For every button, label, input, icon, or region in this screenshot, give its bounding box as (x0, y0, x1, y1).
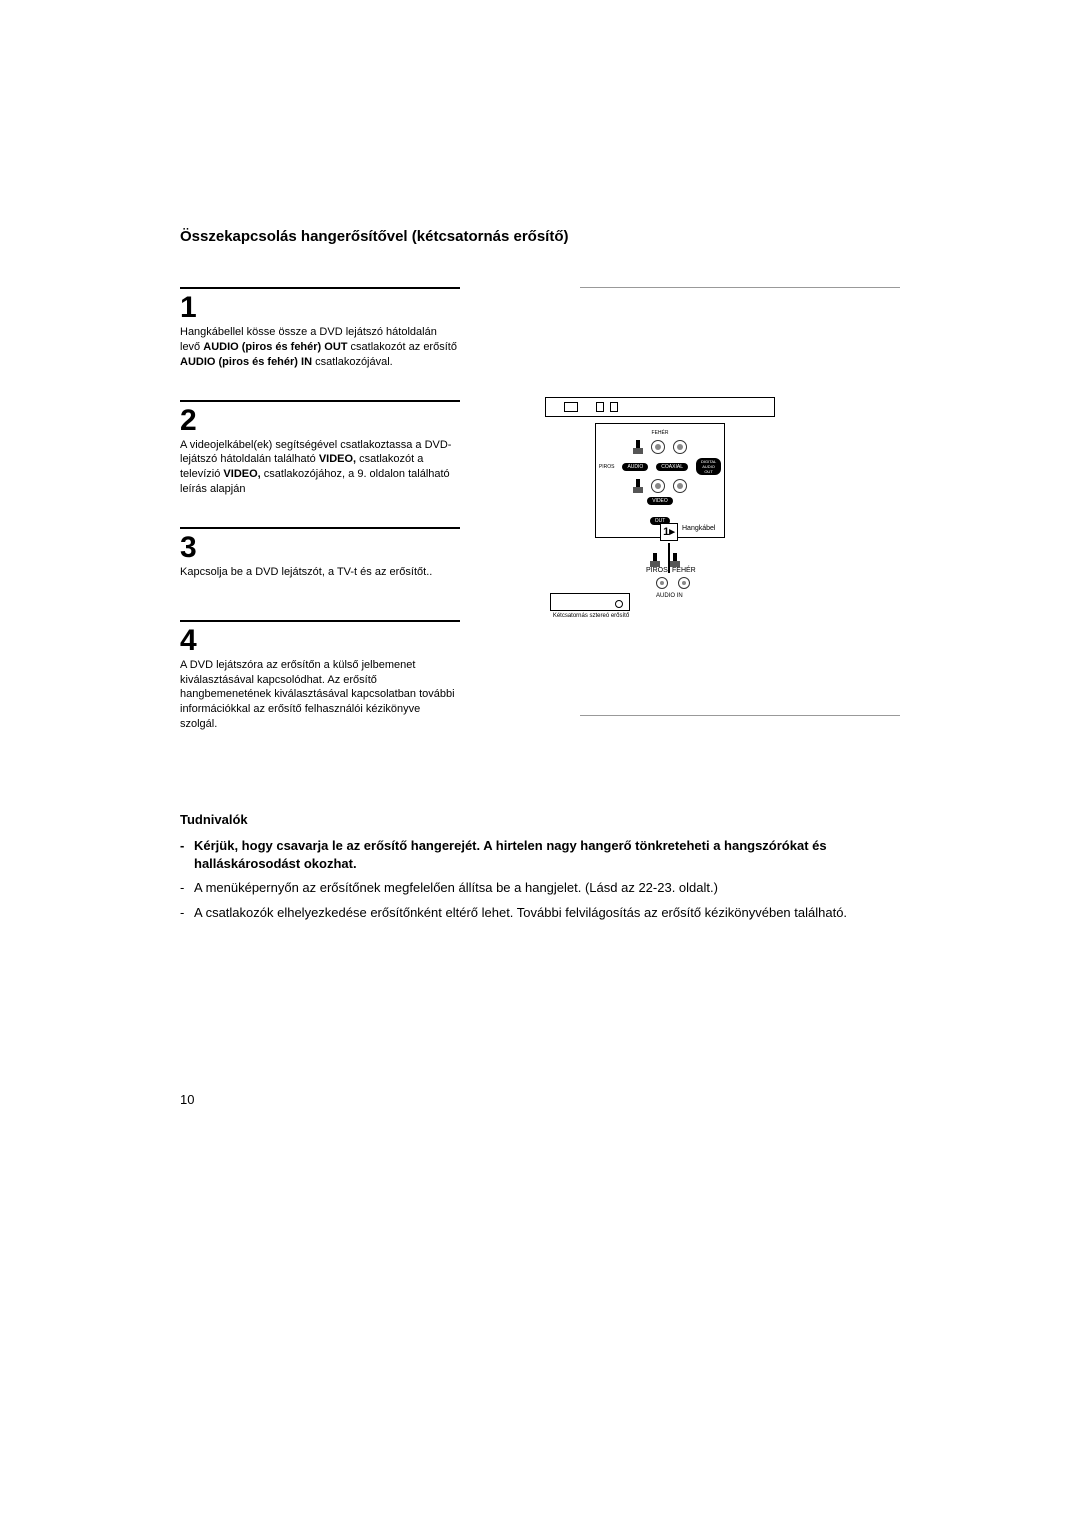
label-digital: DIGITAL AUDIO OUT (696, 458, 721, 475)
rca-jack (678, 577, 690, 589)
notes-title: Tudnivalók (180, 812, 900, 827)
step-text: Hangkábellel kösse össze a DVD lejátszó … (180, 325, 460, 370)
connector-panel: FEHÉR PIROS AUDIO COAXIAL DIGITAL AUDIO … (595, 423, 725, 538)
label-piros: PIROS (599, 464, 615, 470)
notes-section: Tudnivalók Kérjük, hogy csavarja le az e… (180, 812, 900, 922)
label-feher: FEHÉR (672, 567, 696, 574)
connection-diagram: FEHÉR PIROS AUDIO COAXIAL DIGITAL AUDIO … (530, 397, 790, 538)
note-item: Kérjük, hogy csavarja le az erősítő hang… (180, 837, 900, 873)
step-3: 3 Kapcsolja be a DVD lejátszót, a TV-t é… (180, 527, 460, 580)
rca-jack (673, 440, 687, 454)
diagram-column: FEHÉR PIROS AUDIO COAXIAL DIGITAL AUDIO … (480, 287, 900, 762)
step-2: 2 A videojelkábel(ek) segítségével csatl… (180, 400, 460, 497)
label-video: VIDEO (647, 497, 673, 505)
step-number: 3 (180, 533, 460, 563)
step-number: 2 (180, 406, 460, 436)
step-4: 4 A DVD lejátszóra az erősítőn a külső j… (180, 620, 460, 732)
step-number: 4 (180, 626, 460, 656)
dvd-rear-panel (545, 397, 775, 417)
amp-inputs (656, 577, 690, 589)
rca-jack (651, 440, 665, 454)
label-feher: FEHÉR (602, 430, 718, 436)
plug-icon (670, 553, 680, 567)
steps-column: 1 Hangkábellel kösse össze a DVD lejátsz… (180, 287, 480, 762)
label-piros: PIROS (646, 567, 668, 574)
amplifier-box (550, 593, 630, 611)
plug-icon (633, 479, 643, 493)
step-number: 1 (180, 293, 460, 323)
plug-pair (650, 553, 680, 567)
section-title: Összekapcsolás hangerősítővel (kétcsator… (180, 228, 900, 245)
step-text: Kapcsolja be a DVD lejátszót, a TV-t és … (180, 565, 460, 580)
step-text: A videojelkábel(ek) segítségével csatlak… (180, 438, 460, 497)
rca-jack (656, 577, 668, 589)
label-audio: AUDIO (622, 463, 648, 471)
label-amp: Kétcsatornás sztereó erősítő (546, 613, 636, 619)
plug-icon (650, 553, 660, 567)
divider (580, 287, 900, 288)
note-item: A menüképernyőn az erősítőnek megfelelőe… (180, 879, 900, 897)
label-audio-in: AUDIO IN (656, 593, 683, 599)
rca-jack (673, 479, 687, 493)
rca-jack (651, 479, 665, 493)
label-coaxial: COAXIAL (656, 463, 688, 471)
step-text: A DVD lejátszóra az erősítőn a külső jel… (180, 658, 460, 732)
plug-icon (633, 440, 643, 454)
page-number: 10 (180, 1092, 194, 1107)
divider (580, 715, 900, 716)
note-item: A csatlakozók elhelyezkedése erősítőnkén… (180, 904, 900, 922)
step-1: 1 Hangkábellel kösse össze a DVD lejátsz… (180, 287, 460, 370)
label-hangkabel: Hangkábel (682, 525, 715, 532)
step-arrow-1: 1▸ (660, 523, 678, 541)
